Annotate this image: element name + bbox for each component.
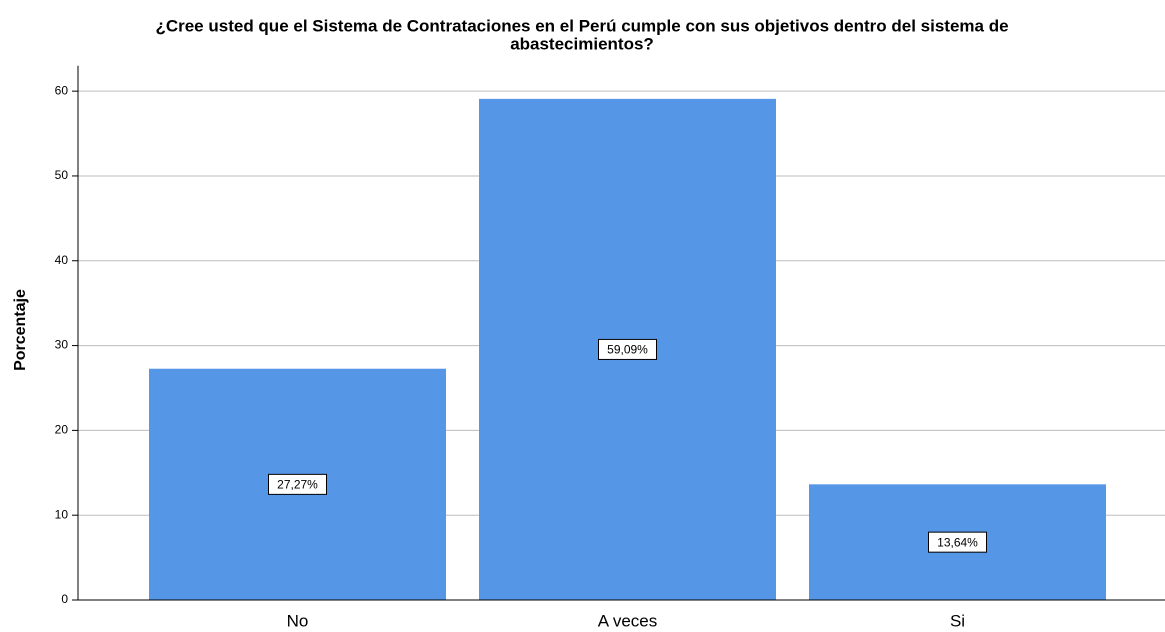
- x-tick-label: No: [287, 611, 309, 630]
- x-tick-label: Si: [950, 611, 965, 630]
- value-label: 59,09%: [607, 343, 648, 357]
- value-label-box: [268, 473, 327, 495]
- x-tick-label: A veces: [598, 611, 658, 630]
- chart-title: abastecimientos?: [510, 34, 654, 53]
- y-tick-label: 50: [55, 168, 69, 182]
- value-label-box: [598, 338, 657, 360]
- y-tick-label: 10: [55, 507, 69, 521]
- value-label: 13,64%: [937, 535, 978, 549]
- y-axis-label: Porcentaje: [12, 289, 29, 371]
- value-label: 27,27%: [277, 478, 318, 492]
- value-label-box: [928, 531, 987, 553]
- y-tick-label: 40: [55, 253, 69, 267]
- y-tick-label: 30: [55, 338, 69, 352]
- chart-title: ¿Cree usted que el Sistema de Contrataci…: [155, 16, 1008, 35]
- y-tick-label: 0: [61, 592, 68, 606]
- y-tick-label: 60: [55, 83, 69, 97]
- y-tick-label: 20: [55, 423, 69, 437]
